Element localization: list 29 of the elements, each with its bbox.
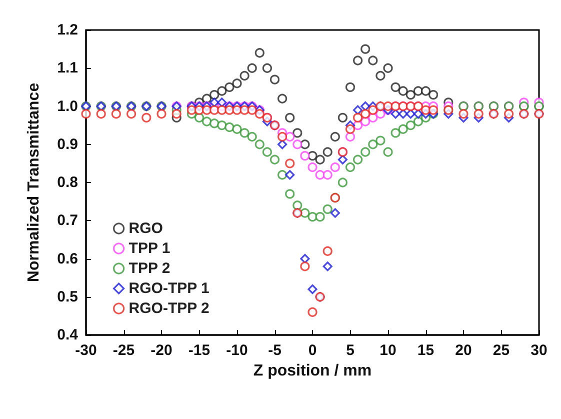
x-tick-label: 25 bbox=[492, 342, 510, 359]
x-tick-label: 15 bbox=[417, 342, 434, 359]
x-tick-label: -20 bbox=[150, 342, 172, 359]
y-tick-label: 1.2 bbox=[57, 22, 78, 38]
legend-label: RGO-TPP 1 bbox=[128, 280, 210, 297]
y-tick-label: 0.9 bbox=[57, 136, 78, 153]
x-tick-label: -10 bbox=[226, 342, 248, 359]
x-axis-title: Z position / mm bbox=[253, 362, 372, 380]
x-tick-label: -25 bbox=[112, 342, 135, 359]
x-tick-label: 5 bbox=[346, 342, 354, 359]
y-tick-label: 1.1 bbox=[57, 60, 78, 77]
y-tick-label: 0.6 bbox=[57, 250, 78, 268]
x-tick-label: 0 bbox=[308, 342, 317, 359]
x-tick-label: 30 bbox=[530, 342, 548, 359]
x-tick-label: 20 bbox=[455, 342, 472, 359]
legend-label: TPP 1 bbox=[128, 240, 170, 257]
y-tick-label: 0.5 bbox=[57, 288, 78, 306]
x-tick-label: -15 bbox=[188, 342, 210, 359]
y-axis-title: Normalized Transmittance bbox=[26, 82, 42, 282]
x-tick-label: -30 bbox=[75, 342, 97, 359]
legend-label: RGO bbox=[128, 220, 164, 237]
y-tick-label: 0.7 bbox=[57, 212, 78, 230]
legend-label: TPP 2 bbox=[128, 260, 170, 277]
y-tick-label: 1.0 bbox=[57, 98, 78, 115]
y-tick-label: 0.8 bbox=[57, 174, 78, 191]
x-tick-label: -5 bbox=[268, 342, 282, 359]
legend-label: RGO-TPP 2 bbox=[128, 300, 210, 317]
y-tick-label: 0.4 bbox=[57, 326, 79, 344]
x-tick-label: 10 bbox=[380, 342, 396, 359]
